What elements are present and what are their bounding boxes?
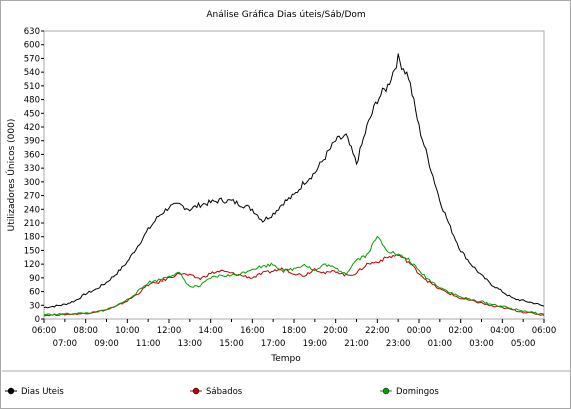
y-tick-label: 630 (24, 27, 40, 37)
legend-label: Domingos (396, 387, 439, 397)
series-layer (43, 53, 545, 317)
x-tick-label: 22:00 (365, 326, 390, 336)
legend-label: Sábados (206, 387, 243, 397)
x-tick-label: 16:00 (240, 326, 265, 336)
x-tick-label: 02:00 (448, 326, 473, 336)
x-tick-label: 01:00 (428, 339, 453, 349)
x-tick-label: 04:00 (490, 326, 515, 336)
y-tick-label: 180 (24, 233, 40, 243)
y-tick-label: 120 (24, 260, 40, 270)
y-tick-label: 570 (24, 54, 40, 64)
y-tick-label: 300 (24, 178, 40, 188)
legend: Dias Uteis Sábados Domingos (5, 387, 439, 397)
y-tick-label: 450 (24, 109, 40, 119)
x-tick-label: 06:00 (32, 326, 57, 336)
x-tick-label: 18:00 (282, 326, 307, 336)
x-tick-label: 07:00 (53, 339, 78, 349)
x-tick-label: 15:00 (219, 339, 244, 349)
y-tick-label: 390 (24, 137, 40, 147)
y-tick-label: 600 (24, 41, 40, 51)
y-tick-label: 510 (24, 82, 40, 92)
y-axis: 0 30 60 90 120 150 180 210 240 270 300 330 360 390 420… (24, 27, 44, 325)
x-tick-label: 21:00 (344, 339, 369, 349)
y-tick-label: 420 (24, 123, 40, 133)
x-tick-label: 19:00 (303, 339, 328, 349)
x-tick-label: 13:00 (178, 339, 203, 349)
x-tick-label: 11:00 (136, 339, 161, 349)
y-tick-label: 90 (29, 274, 40, 284)
y-tick-label: 150 (24, 246, 40, 256)
y-tick-label: 0 (35, 315, 40, 325)
x-tick-label: 05:00 (511, 339, 536, 349)
legend-marker (7, 387, 15, 395)
x-tick-label: 00:00 (407, 326, 432, 336)
x-tick-label: 03:00 (469, 339, 494, 349)
y-tick-label: 30 (29, 301, 40, 311)
legend-label: Dias Uteis (21, 387, 64, 397)
y-tick-label: 210 (24, 219, 40, 229)
y-tick-label: 60 (29, 288, 40, 298)
y-tick-label: 270 (24, 192, 40, 202)
y-tick-label: 360 (24, 150, 40, 160)
plot-area (43, 30, 545, 320)
chart-title: Análise Gráfica Dias úteis/Sáb/Dom (206, 10, 365, 20)
x-tick-label: 14:00 (198, 326, 223, 336)
y-tick-label: 240 (24, 205, 40, 215)
x-tick-label: 20:00 (323, 326, 348, 336)
x-axis: 06:00 08:00 10:00 12:00 14:00 16:00 18:00 20:00… (32, 319, 557, 349)
x-tick-label: 08:00 (73, 326, 98, 336)
series-line (43, 53, 545, 309)
x-axis-title: Tempo (270, 354, 301, 364)
series-line (43, 254, 545, 317)
x-tick-label: 17:00 (261, 339, 286, 349)
x-tick-label: 06:00 (532, 326, 557, 336)
x-tick-label: 10:00 (115, 326, 140, 336)
x-tick-label: 23:00 (386, 339, 411, 349)
legend-marker (192, 387, 200, 395)
y-axis-title: Utilizadores Únicos (000) (5, 119, 17, 232)
y-tick-label: 330 (24, 164, 40, 174)
x-tick-label: 12:00 (157, 326, 182, 336)
y-tick-label: 480 (24, 96, 40, 106)
x-tick-label: 09:00 (94, 339, 119, 349)
series-line (43, 235, 545, 316)
legend-marker (382, 387, 390, 395)
y-tick-label: 540 (24, 68, 40, 78)
